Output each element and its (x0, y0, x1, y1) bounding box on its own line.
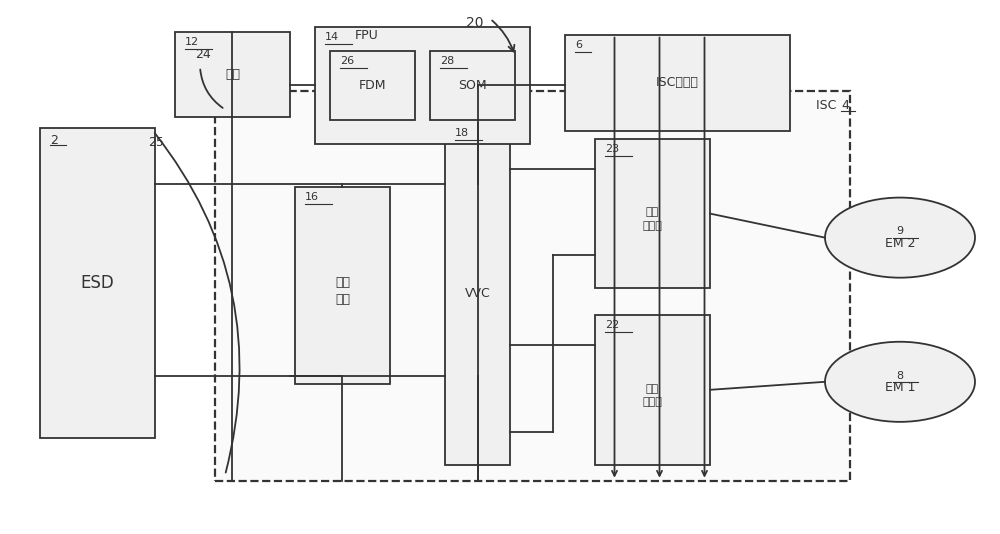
Circle shape (825, 198, 975, 278)
Bar (215, 91, 850, 481)
Text: 22: 22 (605, 320, 619, 331)
Text: ISC控制器: ISC控制器 (656, 76, 699, 89)
Text: ESD: ESD (81, 274, 114, 292)
Text: 16: 16 (305, 192, 319, 202)
Text: 稳定
部分: 稳定 部分 (335, 276, 350, 306)
Text: 2: 2 (50, 134, 58, 146)
Text: 9: 9 (896, 226, 904, 237)
Text: 4: 4 (841, 99, 849, 112)
Text: EM 2: EM 2 (885, 237, 915, 250)
Bar (315, 27, 530, 144)
Text: ISC: ISC (816, 99, 840, 112)
Bar (295, 187, 390, 384)
Bar (445, 123, 510, 465)
Text: 23: 23 (605, 144, 619, 154)
Bar (175, 32, 290, 117)
Text: 14: 14 (325, 32, 339, 42)
Text: EM 1: EM 1 (885, 381, 915, 394)
Bar (430, 51, 515, 120)
Text: 20: 20 (466, 16, 484, 30)
Bar (565, 35, 790, 131)
Text: 18: 18 (455, 128, 469, 138)
Bar (330, 51, 415, 120)
Text: 8: 8 (896, 371, 904, 381)
Text: 28: 28 (440, 56, 454, 66)
Text: 12: 12 (185, 37, 199, 48)
Bar (595, 315, 710, 465)
Text: 底盘: 底盘 (225, 68, 240, 81)
Text: 26: 26 (340, 56, 354, 66)
Text: 第二
逆变器: 第二 逆变器 (643, 207, 662, 231)
Bar (40, 128, 155, 438)
Text: VVC: VVC (465, 287, 490, 300)
Text: SOM: SOM (458, 79, 487, 92)
Bar (595, 139, 710, 288)
Text: FDM: FDM (359, 79, 386, 92)
Text: 25: 25 (148, 136, 164, 149)
Circle shape (825, 342, 975, 422)
Text: 6: 6 (575, 40, 582, 50)
Text: 第一
逆变器: 第一 逆变器 (643, 383, 662, 407)
Text: FPU: FPU (355, 29, 379, 42)
Text: 24: 24 (195, 49, 211, 61)
